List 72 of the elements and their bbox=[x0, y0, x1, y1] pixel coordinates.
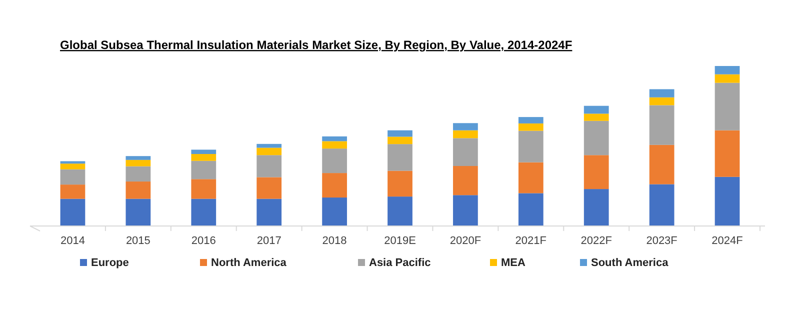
bar bbox=[714, 130, 740, 177]
bar bbox=[322, 136, 347, 142]
bar bbox=[649, 144, 674, 184]
bar bbox=[60, 164, 86, 170]
bar bbox=[60, 169, 86, 185]
bar bbox=[518, 162, 544, 194]
bar bbox=[518, 130, 544, 162]
bar bbox=[60, 198, 86, 226]
x-tick-label: 2023F bbox=[646, 235, 678, 247]
bar bbox=[453, 130, 478, 138]
bar bbox=[714, 74, 740, 83]
bar bbox=[649, 184, 674, 226]
bar bbox=[453, 123, 478, 130]
bar bbox=[126, 198, 151, 226]
bar bbox=[322, 148, 347, 174]
bar bbox=[256, 148, 282, 156]
bar bbox=[388, 130, 412, 137]
bar bbox=[60, 161, 86, 164]
bar bbox=[322, 173, 347, 198]
bar bbox=[256, 155, 282, 178]
bar bbox=[584, 189, 609, 226]
bar bbox=[256, 198, 282, 226]
bar bbox=[453, 166, 478, 196]
x-tick-label: 2022F bbox=[580, 235, 612, 247]
bar bbox=[714, 82, 740, 130]
x-tick-label: 2014 bbox=[60, 235, 85, 247]
x-tick-label: 2016 bbox=[191, 235, 216, 247]
bar bbox=[584, 114, 609, 121]
bar bbox=[649, 89, 674, 98]
bar bbox=[388, 144, 412, 171]
bar bbox=[649, 97, 674, 106]
bar bbox=[322, 141, 347, 149]
bar bbox=[191, 160, 216, 180]
bar bbox=[322, 198, 347, 226]
x-tick-label: 2017 bbox=[256, 235, 282, 247]
bar bbox=[584, 106, 609, 114]
bar bbox=[714, 66, 740, 74]
bar bbox=[388, 136, 412, 144]
legend-label: Europe bbox=[91, 257, 129, 269]
bar bbox=[191, 150, 216, 154]
bar bbox=[714, 176, 740, 226]
bar bbox=[60, 184, 86, 199]
legend-label: South America bbox=[591, 257, 670, 269]
bar bbox=[453, 138, 478, 166]
bar bbox=[388, 170, 412, 197]
x-tick-label: 2024F bbox=[712, 235, 744, 247]
bar bbox=[453, 195, 478, 226]
bar bbox=[649, 105, 674, 145]
bar bbox=[126, 182, 151, 199]
bar bbox=[191, 154, 216, 161]
chart-title: Global Subsea Thermal Insulation Materials Market Size, By Region, By Value, 2014-2024F bbox=[60, 38, 572, 52]
legend-label: North America bbox=[211, 257, 288, 269]
bar bbox=[518, 123, 544, 131]
bar bbox=[126, 156, 151, 160]
bar bbox=[256, 177, 282, 199]
bar bbox=[518, 117, 544, 124]
x-tick-label: 2015 bbox=[126, 235, 150, 247]
bar bbox=[191, 179, 216, 199]
x-tick-label: 2021F bbox=[515, 235, 547, 247]
legend-label: MEA bbox=[501, 257, 526, 269]
bar bbox=[126, 166, 151, 182]
bar bbox=[388, 196, 412, 226]
x-tick-label: 2019E bbox=[384, 235, 416, 247]
legend-label: Asia Pacific bbox=[369, 257, 431, 269]
bar bbox=[584, 155, 609, 190]
bar bbox=[191, 198, 216, 226]
bar bbox=[518, 193, 544, 226]
x-tick-label: 2018 bbox=[322, 235, 347, 247]
bar bbox=[256, 144, 282, 148]
bar bbox=[584, 120, 609, 156]
bar bbox=[126, 160, 151, 166]
x-tick-label: 2020F bbox=[450, 235, 482, 247]
